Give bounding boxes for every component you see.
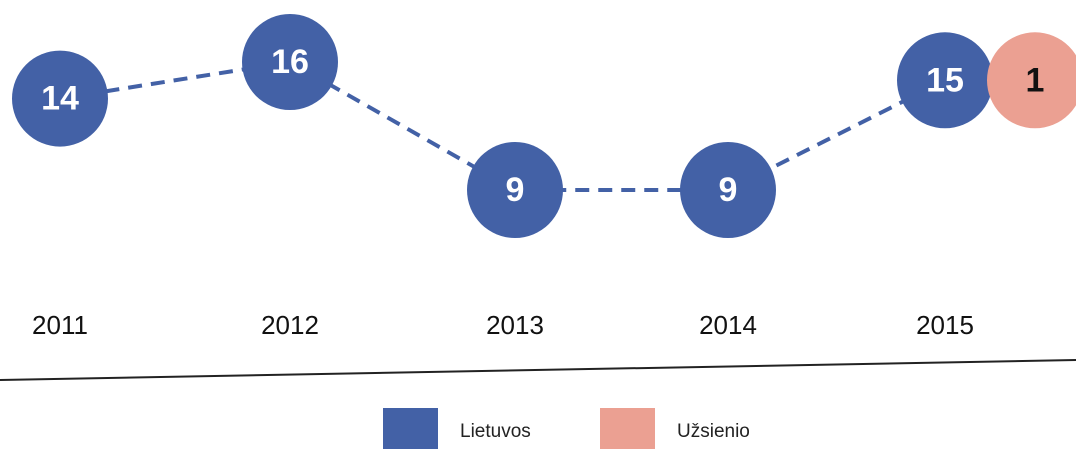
x-tick-label: 2011	[32, 310, 88, 340]
data-label: 9	[719, 171, 738, 209]
x-tick-label: 2014	[699, 310, 757, 340]
data-label: 16	[271, 43, 309, 81]
legend-label: Užsienio	[677, 421, 750, 442]
legend-swatch	[600, 408, 655, 449]
bubble	[467, 142, 563, 238]
data-label: 9	[506, 171, 525, 209]
bubble	[897, 32, 993, 129]
bubble	[12, 50, 108, 147]
legend-swatch	[383, 408, 438, 449]
x-tick-label: 2012	[261, 310, 319, 340]
baseline	[0, 359, 1076, 381]
x-tick-label: 2015	[916, 310, 974, 340]
data-label: 15	[926, 61, 964, 99]
bubble	[987, 32, 1076, 129]
bubble	[242, 14, 338, 110]
legend-label: Lietuvos	[460, 421, 531, 442]
x-tick-label: 2013	[486, 310, 544, 340]
bubble	[680, 142, 776, 238]
data-label: 1	[1026, 61, 1045, 99]
data-label: 14	[41, 80, 79, 118]
